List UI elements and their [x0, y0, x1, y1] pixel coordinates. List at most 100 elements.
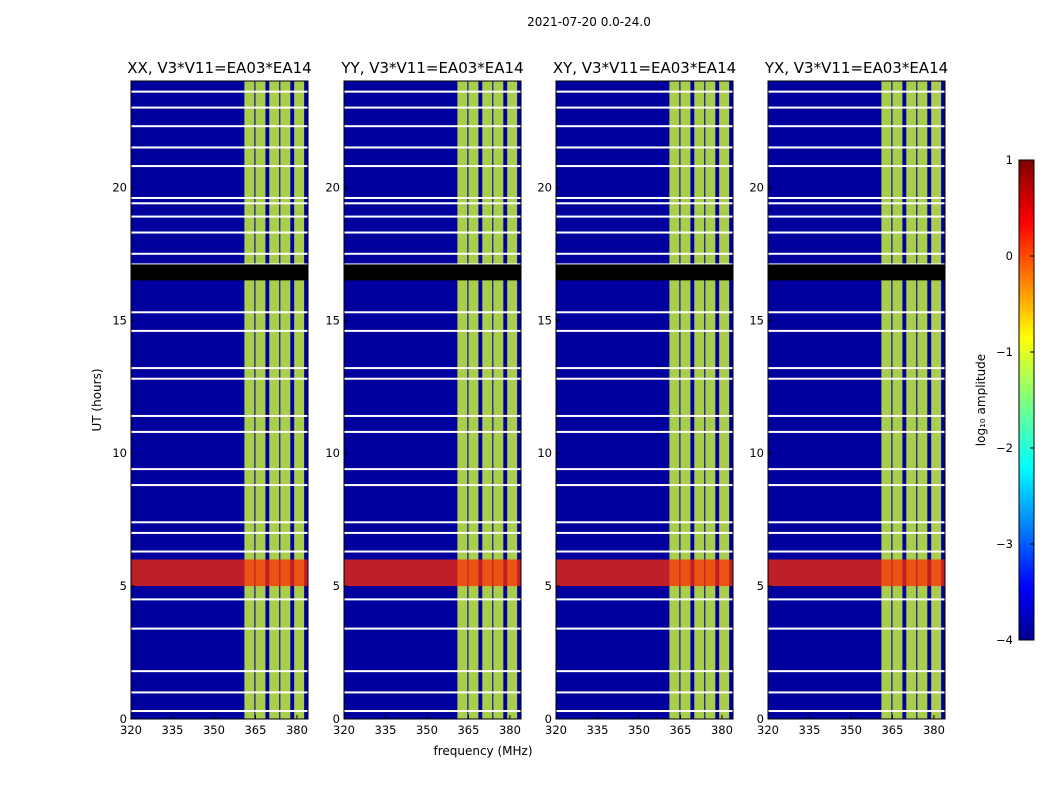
data-gap [556, 252, 733, 255]
data-gap [556, 106, 733, 109]
y-tick-label: 20 [112, 180, 127, 194]
panel-title: YX, V3*V11=EA03*EA14 [764, 59, 948, 77]
data-gap [768, 691, 945, 694]
rfi-band [694, 81, 705, 719]
data-gap [768, 252, 945, 255]
data-gap [768, 196, 945, 199]
data-gap [131, 550, 308, 553]
panel-title: YY, V3*V11=EA03*EA14 [340, 59, 523, 77]
data-gap [131, 670, 308, 673]
axes-frame [555, 80, 734, 720]
data-gap [768, 311, 945, 314]
panel-1: YY, V3*V11=EA03*EA14 320 335 350 365 380 0 5 10 1… [325, 59, 532, 758]
data-gap [556, 215, 733, 218]
data-gap [344, 627, 521, 630]
panel-2: XY, V3*V11=EA03*EA14 320 335 350 365 380 0 5 10 1… [537, 59, 736, 737]
data-gap [344, 468, 521, 471]
data-gap [344, 215, 521, 218]
x-tick-label: 365 [244, 723, 266, 737]
data-gap [556, 430, 733, 433]
rfi-band [482, 81, 493, 719]
y-tick-label: 0 [545, 712, 552, 726]
rfi-band [280, 81, 291, 719]
rfi-stripe [556, 559, 733, 587]
flagged-strip [131, 264, 308, 281]
data-gap [556, 146, 733, 149]
data-gap [768, 468, 945, 471]
data-gap [768, 484, 945, 487]
data-gap [131, 627, 308, 630]
data-gap [556, 367, 733, 370]
data-gap [131, 430, 308, 433]
data-gap [556, 484, 733, 487]
y-tick-label: 0 [333, 712, 340, 726]
colorbar: 1 0 −1 −2 −3 −4 log₁₀ amplitude [974, 153, 1035, 647]
colorbar-scale [1018, 159, 1035, 641]
y-tick-label: 10 [749, 446, 764, 460]
rfi-band [269, 81, 280, 719]
data-gap [768, 521, 945, 524]
data-gap [131, 125, 308, 128]
data-gap [768, 90, 945, 93]
y-tick-label: 20 [325, 180, 340, 194]
y-tick-label: 15 [537, 313, 552, 327]
y-tick-label: 0 [757, 712, 764, 726]
colorbar-tick-label: 0 [1006, 249, 1013, 263]
y-tick-label: 5 [333, 579, 340, 593]
axes-frame [130, 80, 309, 720]
data-gap [556, 521, 733, 524]
rfi-band [669, 81, 680, 719]
data-gap [344, 231, 521, 234]
y-tick-label: 15 [112, 313, 127, 327]
x-tick-label: 320 [757, 723, 779, 737]
x-tick-label: 335 [375, 723, 397, 737]
y-tick-label: 10 [112, 446, 127, 460]
rfi-band [892, 81, 903, 719]
x-tick-label: 335 [587, 723, 609, 737]
data-gap [131, 329, 308, 332]
y-tick-label: 10 [325, 446, 340, 460]
x-tick-label: 380 [923, 723, 945, 737]
rfi-band [493, 81, 504, 719]
y-tick-label: 5 [545, 579, 552, 593]
flagged-strip [344, 264, 521, 281]
data-gap [556, 414, 733, 417]
data-gap [556, 598, 733, 601]
data-gap [344, 367, 521, 370]
panel-title: XY, V3*V11=EA03*EA14 [553, 59, 736, 77]
data-gap [131, 215, 308, 218]
x-tick-label: 350 [628, 723, 650, 737]
data-gap [131, 231, 308, 234]
rfi-band [468, 81, 479, 719]
y-tick-label: 20 [749, 180, 764, 194]
data-gap [131, 414, 308, 417]
x-tick-label: 320 [545, 723, 567, 737]
data-gap [131, 598, 308, 601]
colorbar-tick-label: −4 [996, 633, 1013, 647]
data-gap [768, 430, 945, 433]
x-tick-label: 350 [840, 723, 862, 737]
colorbar-tick-label: −1 [996, 345, 1013, 359]
data-gap [768, 670, 945, 673]
y-tick-label: 0 [120, 712, 127, 726]
data-gap [344, 202, 521, 205]
data-gap [556, 329, 733, 332]
colorbar-label: log₁₀ amplitude [974, 354, 988, 446]
data-gap [344, 196, 521, 199]
data-gap [131, 311, 308, 314]
data-gap [344, 90, 521, 93]
x-tick-label: 365 [669, 723, 691, 737]
data-gap [344, 484, 521, 487]
data-gap [131, 521, 308, 524]
rfi-band [931, 81, 942, 719]
rfi-band [705, 81, 716, 719]
x-tick-label: 365 [881, 723, 903, 737]
data-gap [768, 329, 945, 332]
data-gap [131, 691, 308, 694]
x-tick-label: 365 [457, 723, 479, 737]
rfi-band [244, 81, 255, 719]
data-gap [344, 414, 521, 417]
data-gap [556, 691, 733, 694]
data-gap [556, 231, 733, 234]
